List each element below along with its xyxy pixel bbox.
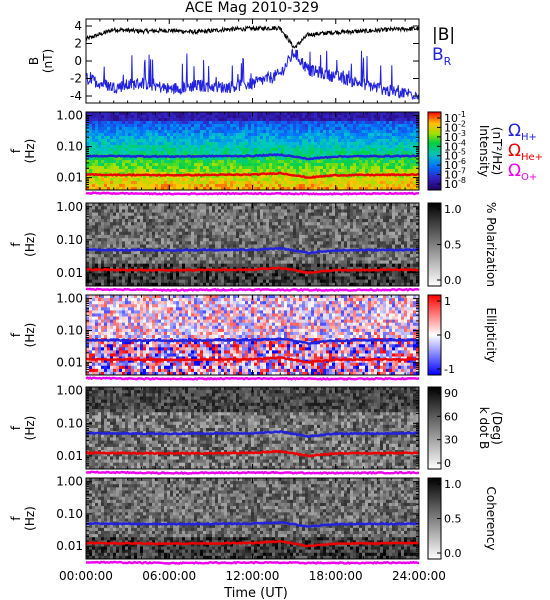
y-tick-label: -2 [70, 72, 82, 86]
colorbar-tick-label: 0.0 [444, 547, 462, 560]
series-b-magnitude-line [85, 24, 420, 49]
panel-field: 4 2 0 -2 -4 B (nT) |B|BR [27, 18, 455, 104]
panel-ellipticity: 1.00 0.10 0.01 f (Hz) 1 0 -1 Ellipticity [9, 292, 498, 381]
chart-title: ACE Mag 2010-329 [185, 0, 319, 16]
freq-tick-label: 0.10 [56, 416, 83, 430]
x-tick-label: 18:00:00 [309, 569, 363, 583]
legend-omega-he-plus: ΩHe+ [508, 141, 543, 163]
overlay-he-plus-line [85, 356, 420, 364]
freq-axis-label: f [9, 516, 23, 521]
overlay-o-plus-line [85, 287, 420, 293]
colorbar-tick-label: 0.0 [444, 274, 462, 287]
spectrogram-cells [86, 203, 420, 287]
legend-b-magnitude: |B| [432, 25, 455, 45]
overlay-h-plus-line [86, 153, 420, 161]
colorbar-unit: (Deg) [490, 411, 504, 445]
series-b-radial-line [85, 48, 420, 101]
freq-axis-unit: (Hz) [23, 416, 37, 441]
colorbar-tick-label: 1.0 [444, 478, 462, 491]
colorbar-tick-label: 0 [444, 329, 451, 342]
freq-tick-label: 1.00 [56, 109, 83, 123]
y-tick-label: 0 [74, 54, 82, 68]
overlay-h-plus-line [86, 430, 420, 439]
freq-axis-label: f [9, 242, 23, 247]
spectrogram-cells [86, 478, 420, 560]
overlay-he-plus-line [85, 449, 420, 458]
overlay-o-plus-line [85, 191, 420, 196]
colorbar-tick-label: 30 [444, 434, 458, 447]
freq-axis-unit: (Hz) [23, 506, 37, 531]
freq-axis-label: f [9, 425, 23, 430]
colorbar-label: k dot B [477, 407, 491, 449]
x-tick-label: 12:00:00 [226, 569, 280, 583]
x-axis-label: Time (UT) [223, 586, 288, 600]
overlay-o-plus-line [85, 376, 420, 381]
freq-tick-label: 0.10 [56, 233, 83, 247]
freq-tick-label: 0.01 [56, 355, 83, 369]
panel-polarization: 1.00 0.10 0.01 f (Hz) 1.0 0.5 0.0 % Polarization [9, 200, 498, 293]
overlay-h-plus-line [85, 337, 420, 345]
freq-tick-label: 0.01 [56, 171, 83, 185]
overlay-he-plus-line [85, 171, 420, 179]
freq-axis-unit: (Hz) [23, 232, 37, 257]
y-axis-label: B [27, 57, 41, 65]
colorbar-tick-label: 0 [444, 457, 451, 470]
time-axis: 00:00:00 06:00:00 12:00:00 18:00:00 24:00:00 [59, 569, 446, 583]
x-tick-label: 00:00:00 [59, 569, 113, 583]
freq-tick-label: 1.00 [56, 475, 83, 489]
freq-axis-unit: (Hz) [23, 139, 37, 164]
freq-tick-label: 0.10 [56, 140, 83, 154]
overlay-he-plus-line [86, 539, 420, 548]
freq-axis-unit: (Hz) [23, 323, 37, 348]
spectrogram-cells [86, 387, 420, 470]
x-tick-label: 06:00:00 [142, 569, 196, 583]
spectrogram-cells [86, 112, 420, 191]
freq-tick-label: 0.01 [56, 266, 83, 280]
colorbar-tick-label: 60 [444, 410, 458, 423]
colorbar-label: Coherency [484, 486, 498, 550]
freq-tick-label: 1.00 [56, 384, 83, 398]
freq-tick-label: 1.00 [56, 200, 83, 214]
overlay-h-plus-line [85, 246, 420, 255]
overlay-he-plus-line [85, 266, 420, 275]
colorbar [427, 386, 442, 470]
panel-intensity: 1.000.100.01f (Hz)10-110-210-310-410-510-… [9, 109, 543, 196]
freq-tick-label: 0.01 [56, 539, 83, 553]
legend-omega-o-plus: ΩO+ [508, 161, 537, 183]
colorbar-tick-label: 0.5 [444, 513, 462, 526]
freq-axis-label: f [9, 148, 23, 153]
colorbar-tick-label: 10-8 [444, 176, 466, 191]
panels: 420-2-4B (nT)|B|BR1.000.100.01f (Hz)10-110… [9, 18, 543, 565]
spectrogram-cells [86, 295, 420, 376]
overlay-o-plus-line [85, 560, 419, 565]
y-tick-label: -4 [70, 89, 82, 103]
freq-axis-label: f [9, 332, 23, 337]
overlay-h-plus-line [85, 520, 420, 528]
y-tick-label: 2 [74, 37, 82, 51]
freq-tick-label: 1.00 [56, 292, 83, 306]
colorbar-label: % Polarization [484, 202, 498, 287]
colorbar-label: Ellipticity [484, 308, 498, 363]
y-tick-label: 4 [74, 19, 82, 33]
freq-tick-label: 0.01 [56, 449, 83, 463]
colorbar-tick-label: 1.0 [444, 203, 462, 216]
colorbar-unit: (nT²/Hz) [490, 127, 504, 175]
colorbar-tick-label: 0.5 [444, 239, 462, 252]
x-tick-label: 24:00:00 [392, 569, 446, 583]
y-axis-unit: (nT) [41, 49, 55, 73]
colorbar [427, 111, 442, 191]
panel-coherency: 1.00 0.10 0.01 f (Hz) 1.0 0.5 0.0 Coherency [9, 475, 498, 565]
freq-tick-label: 0.10 [56, 507, 83, 521]
legend-omega-h-plus: ΩH+ [508, 121, 537, 143]
colorbar-tick-label: 1 [444, 295, 451, 308]
panel-kdotb: 1.00 0.10 0.01 f (Hz) 90 60 30 0 k dot B (Deg) [9, 384, 504, 476]
freq-tick-label: 0.10 [56, 323, 83, 337]
colorbar-label: Intensity [477, 125, 491, 177]
legend-b-radial: BR [432, 45, 452, 68]
overlay-o-plus-line [85, 470, 420, 476]
colorbar-tick-label: 90 [444, 387, 458, 400]
colorbar-tick-label: -1 [444, 363, 455, 376]
